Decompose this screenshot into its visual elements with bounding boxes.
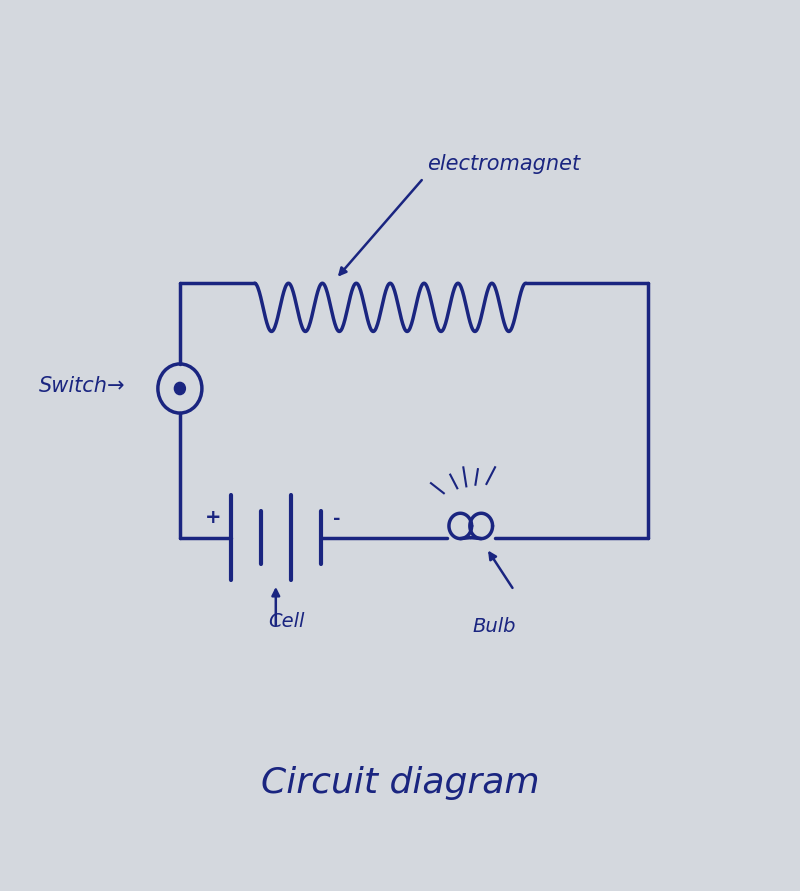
Text: Bulb: Bulb (473, 617, 516, 635)
Text: Circuit diagram: Circuit diagram (261, 766, 539, 800)
Circle shape (174, 382, 186, 395)
Text: -: - (334, 511, 341, 528)
Text: Cell: Cell (268, 612, 304, 631)
Text: Switch→: Switch→ (38, 376, 125, 396)
Text: +: + (205, 508, 221, 527)
Text: electromagnet: electromagnet (427, 153, 581, 174)
